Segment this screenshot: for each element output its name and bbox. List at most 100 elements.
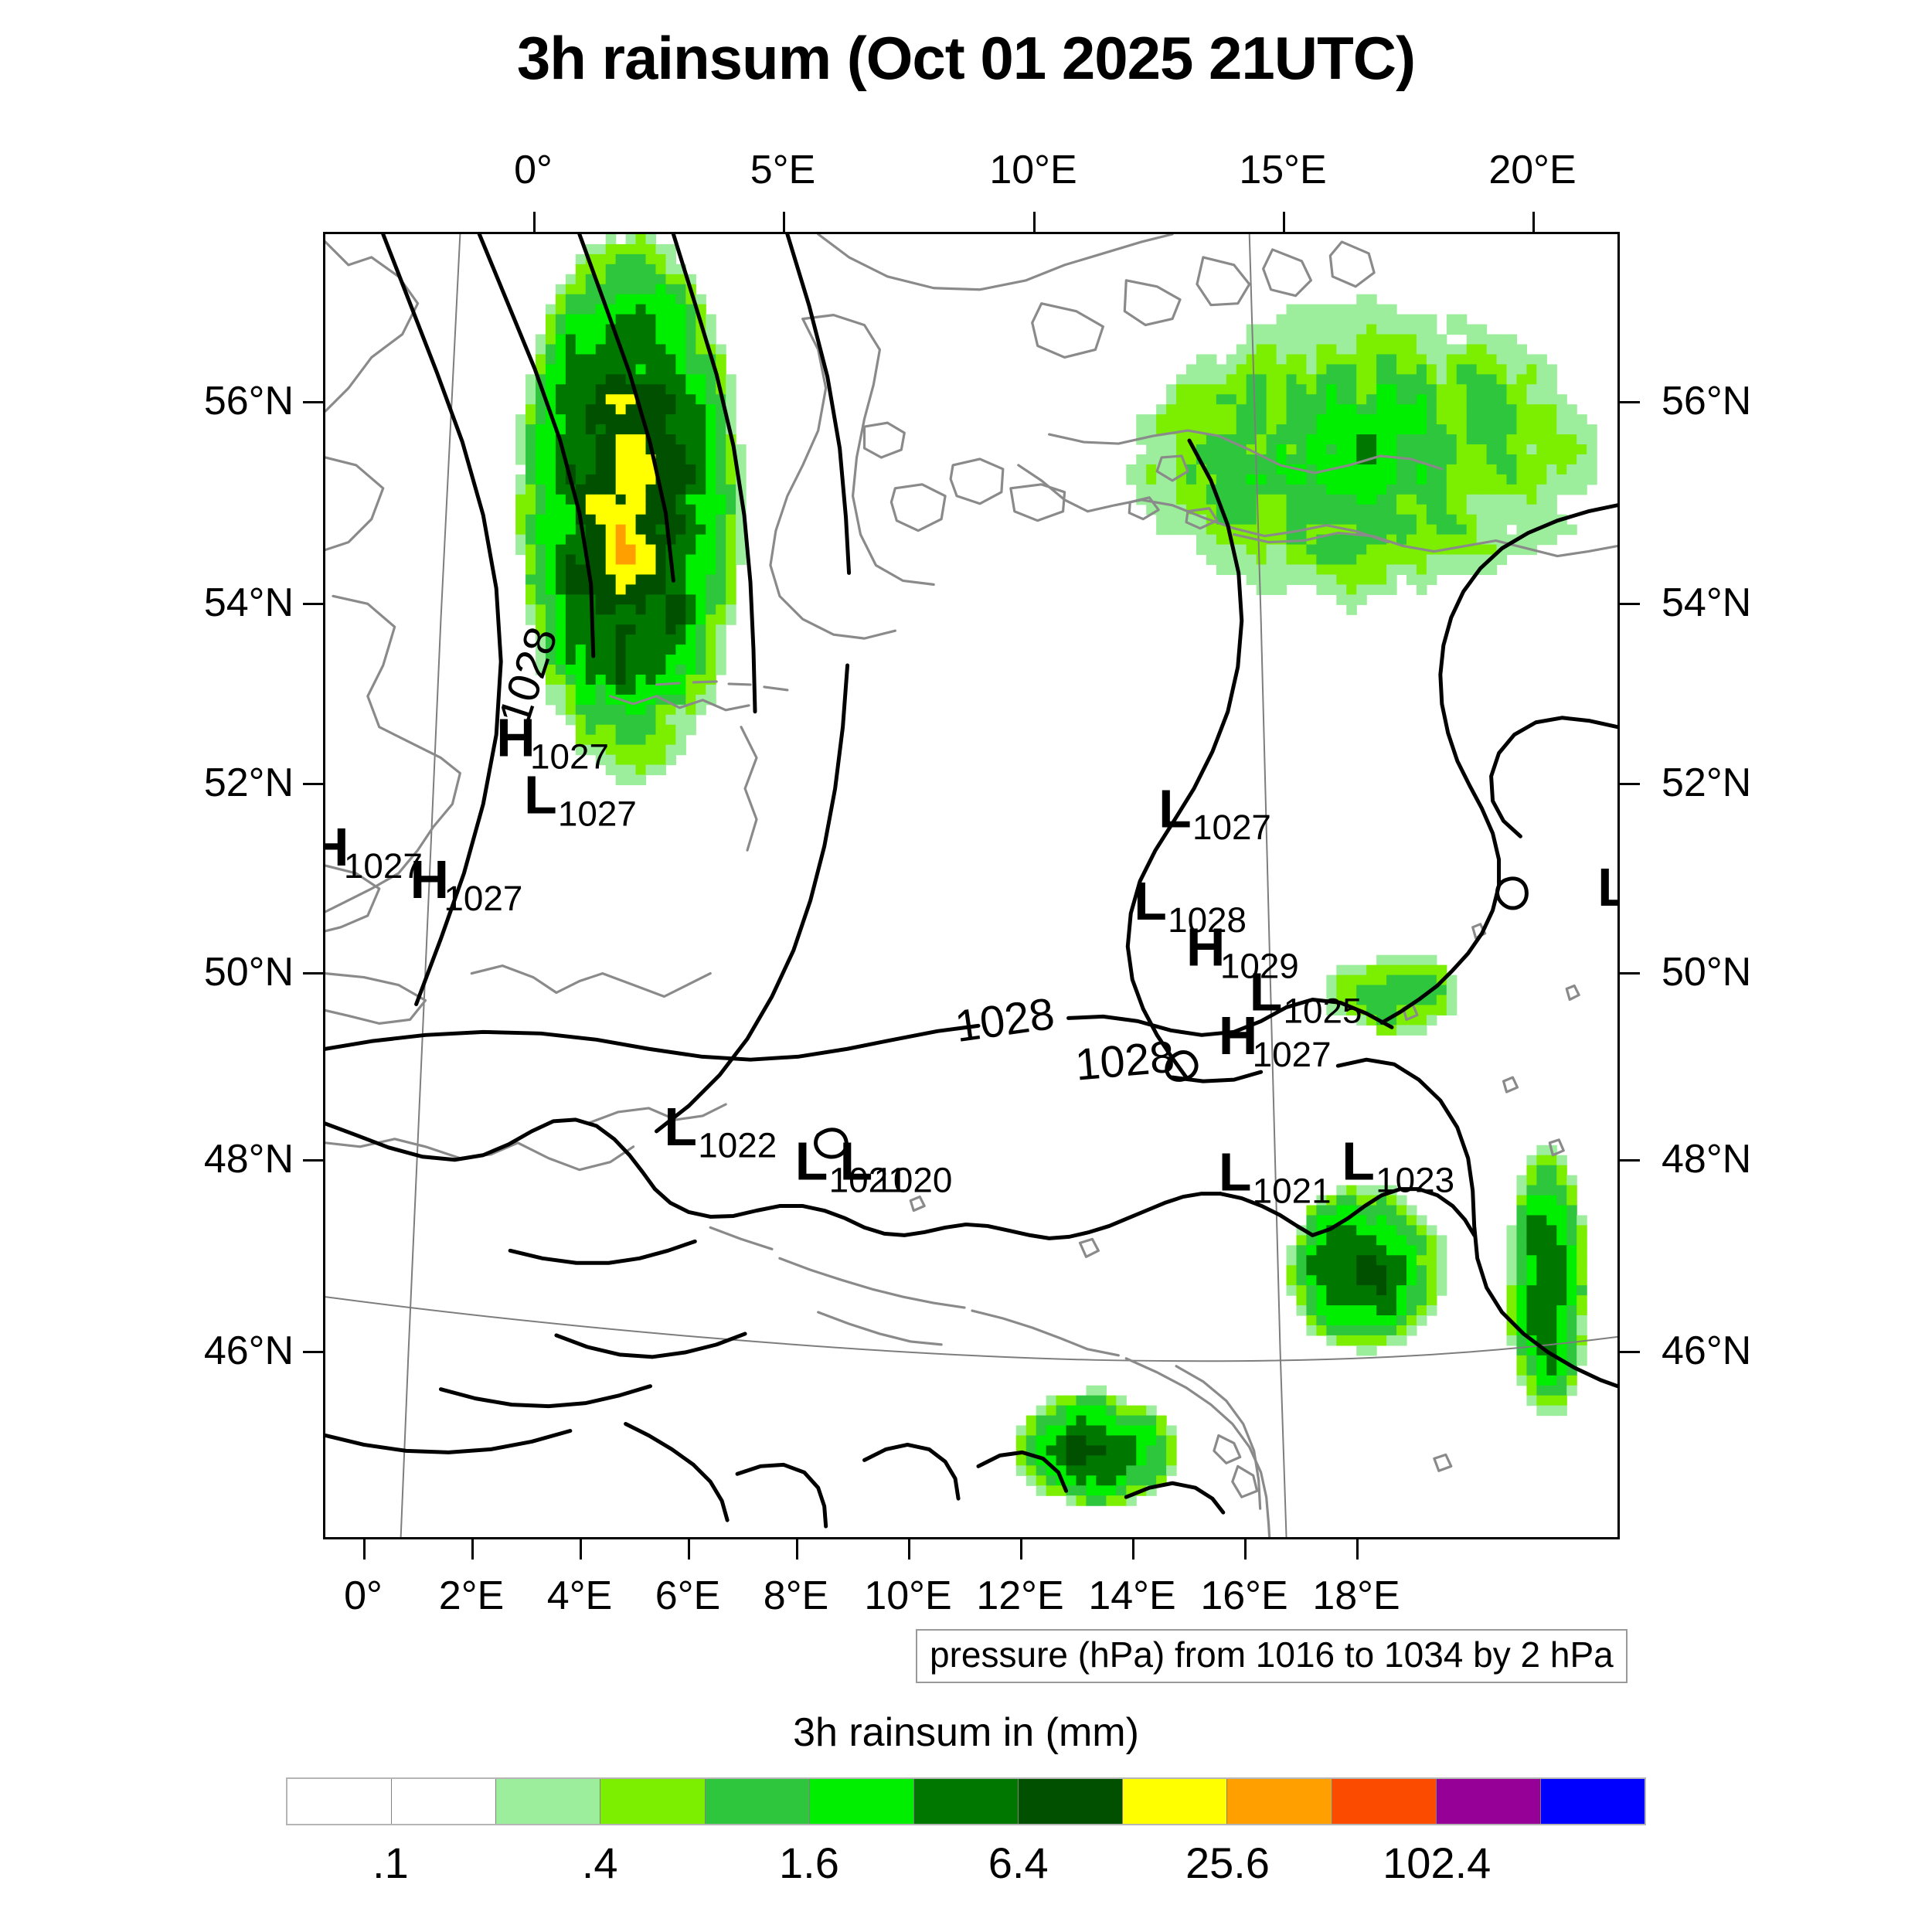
precip-cell — [1256, 394, 1267, 405]
precip-cell — [1577, 1255, 1587, 1266]
pressure-center-l-8: L10 — [1597, 857, 1617, 917]
precip-cell — [685, 474, 696, 485]
precip-cell — [1386, 464, 1397, 475]
precip-cell — [585, 694, 597, 706]
colorbar-cell-2[interactable] — [496, 1779, 601, 1824]
precip-cell — [1226, 474, 1237, 485]
precip-cell — [1536, 404, 1547, 415]
precip-cell — [1396, 324, 1407, 335]
precip-cell — [1546, 374, 1557, 385]
precip-cell — [726, 394, 736, 405]
colorbar-cell-5[interactable] — [809, 1779, 914, 1824]
precip-cell — [575, 614, 587, 625]
precip-cell — [1436, 964, 1447, 976]
precip-cell — [1346, 995, 1357, 1006]
colorbar-cell-10[interactable] — [1332, 1779, 1437, 1824]
precip-cell — [1306, 414, 1317, 425]
colorbar-cell-12[interactable] — [1540, 1779, 1645, 1824]
precip-cell — [655, 354, 667, 365]
precip-cell — [1556, 474, 1567, 485]
precip-cell — [685, 464, 696, 475]
colorbar-cell-3[interactable] — [600, 1779, 706, 1824]
colorbar-cell-0[interactable] — [287, 1779, 393, 1824]
colorbar-cell-1[interactable] — [392, 1779, 497, 1824]
bottom-lon-label-9: 18°E — [1312, 1573, 1400, 1618]
precip-cell — [1526, 484, 1537, 495]
precip-cell — [1436, 404, 1447, 415]
precip-cell — [1266, 484, 1277, 495]
precip-cell — [1156, 484, 1167, 495]
precip-cell — [625, 344, 637, 355]
precip-cell — [1346, 354, 1357, 365]
precip-cell — [1546, 1325, 1557, 1336]
precip-cell — [1456, 384, 1468, 395]
precip-cell — [675, 564, 686, 576]
precip-cell — [645, 544, 657, 556]
precip-cell — [1356, 464, 1367, 475]
precip-cell — [1286, 474, 1298, 485]
precip-cell — [1256, 574, 1267, 585]
precip-cell — [1526, 1375, 1537, 1386]
precip-cell — [706, 474, 716, 485]
precip-cell — [1356, 1235, 1367, 1246]
precip-cell — [1266, 464, 1277, 475]
precip-cell — [545, 524, 556, 536]
precip-cell — [575, 434, 587, 445]
precip-cell — [545, 364, 556, 375]
precip-cell — [515, 454, 526, 465]
precip-cell — [1186, 404, 1197, 415]
precip-cell — [526, 434, 536, 445]
precip-cell — [645, 514, 657, 526]
precip-cell — [605, 464, 617, 475]
precip-cell — [1286, 504, 1298, 515]
precip-cell — [1216, 414, 1227, 425]
precip-cell — [1496, 504, 1508, 515]
precip-cell — [1536, 1295, 1547, 1306]
precip-cell — [536, 604, 546, 615]
precip-cell — [1196, 534, 1207, 546]
precip-cell — [1056, 1435, 1067, 1447]
precip-cell — [1406, 334, 1417, 345]
precip-cell — [1376, 334, 1387, 345]
precip-cell — [1286, 364, 1298, 375]
precip-cell — [1266, 444, 1277, 455]
precip-cell — [645, 655, 657, 665]
precip-cell — [655, 614, 667, 625]
precip-cell — [1386, 424, 1397, 435]
precip-cell — [545, 454, 556, 465]
precip-cell — [1577, 474, 1587, 485]
colorbar-cell-9[interactable] — [1227, 1779, 1332, 1824]
colorbar-cell-4[interactable] — [705, 1779, 810, 1824]
precip-cell — [1296, 374, 1308, 385]
precip-cell — [655, 645, 667, 655]
colorbar-cell-11[interactable] — [1436, 1779, 1541, 1824]
right-lat-tick-3 — [1620, 972, 1640, 975]
precip-cell — [1286, 534, 1298, 546]
precip-cell — [1176, 414, 1187, 425]
precip-cell — [1526, 1295, 1537, 1306]
precip-cell — [555, 284, 566, 295]
precip-cell — [536, 344, 546, 355]
precip-cell — [1506, 1325, 1518, 1336]
precip-cell — [605, 704, 617, 716]
precip-cell — [1566, 1335, 1577, 1346]
precip-cell — [565, 444, 577, 455]
precip-cell — [1426, 354, 1437, 365]
precip-cell — [1506, 364, 1518, 375]
precip-cell — [1266, 514, 1277, 526]
colorbar[interactable] — [286, 1777, 1646, 1825]
precip-cell — [696, 364, 706, 375]
colorbar-cell-6[interactable] — [913, 1779, 1019, 1824]
colorbar-cell-8[interactable] — [1123, 1779, 1228, 1824]
precip-cell — [1206, 554, 1217, 566]
precip-cell — [615, 774, 627, 786]
precip-cell — [1396, 484, 1407, 495]
colorbar-cell-7[interactable] — [1019, 1779, 1124, 1824]
precip-cell — [1216, 424, 1227, 435]
precip-cell — [1546, 384, 1557, 395]
precip-cell — [1366, 474, 1377, 485]
precip-cell — [1416, 484, 1427, 495]
precip-cell — [555, 584, 566, 595]
precip-cell — [1066, 1445, 1077, 1456]
